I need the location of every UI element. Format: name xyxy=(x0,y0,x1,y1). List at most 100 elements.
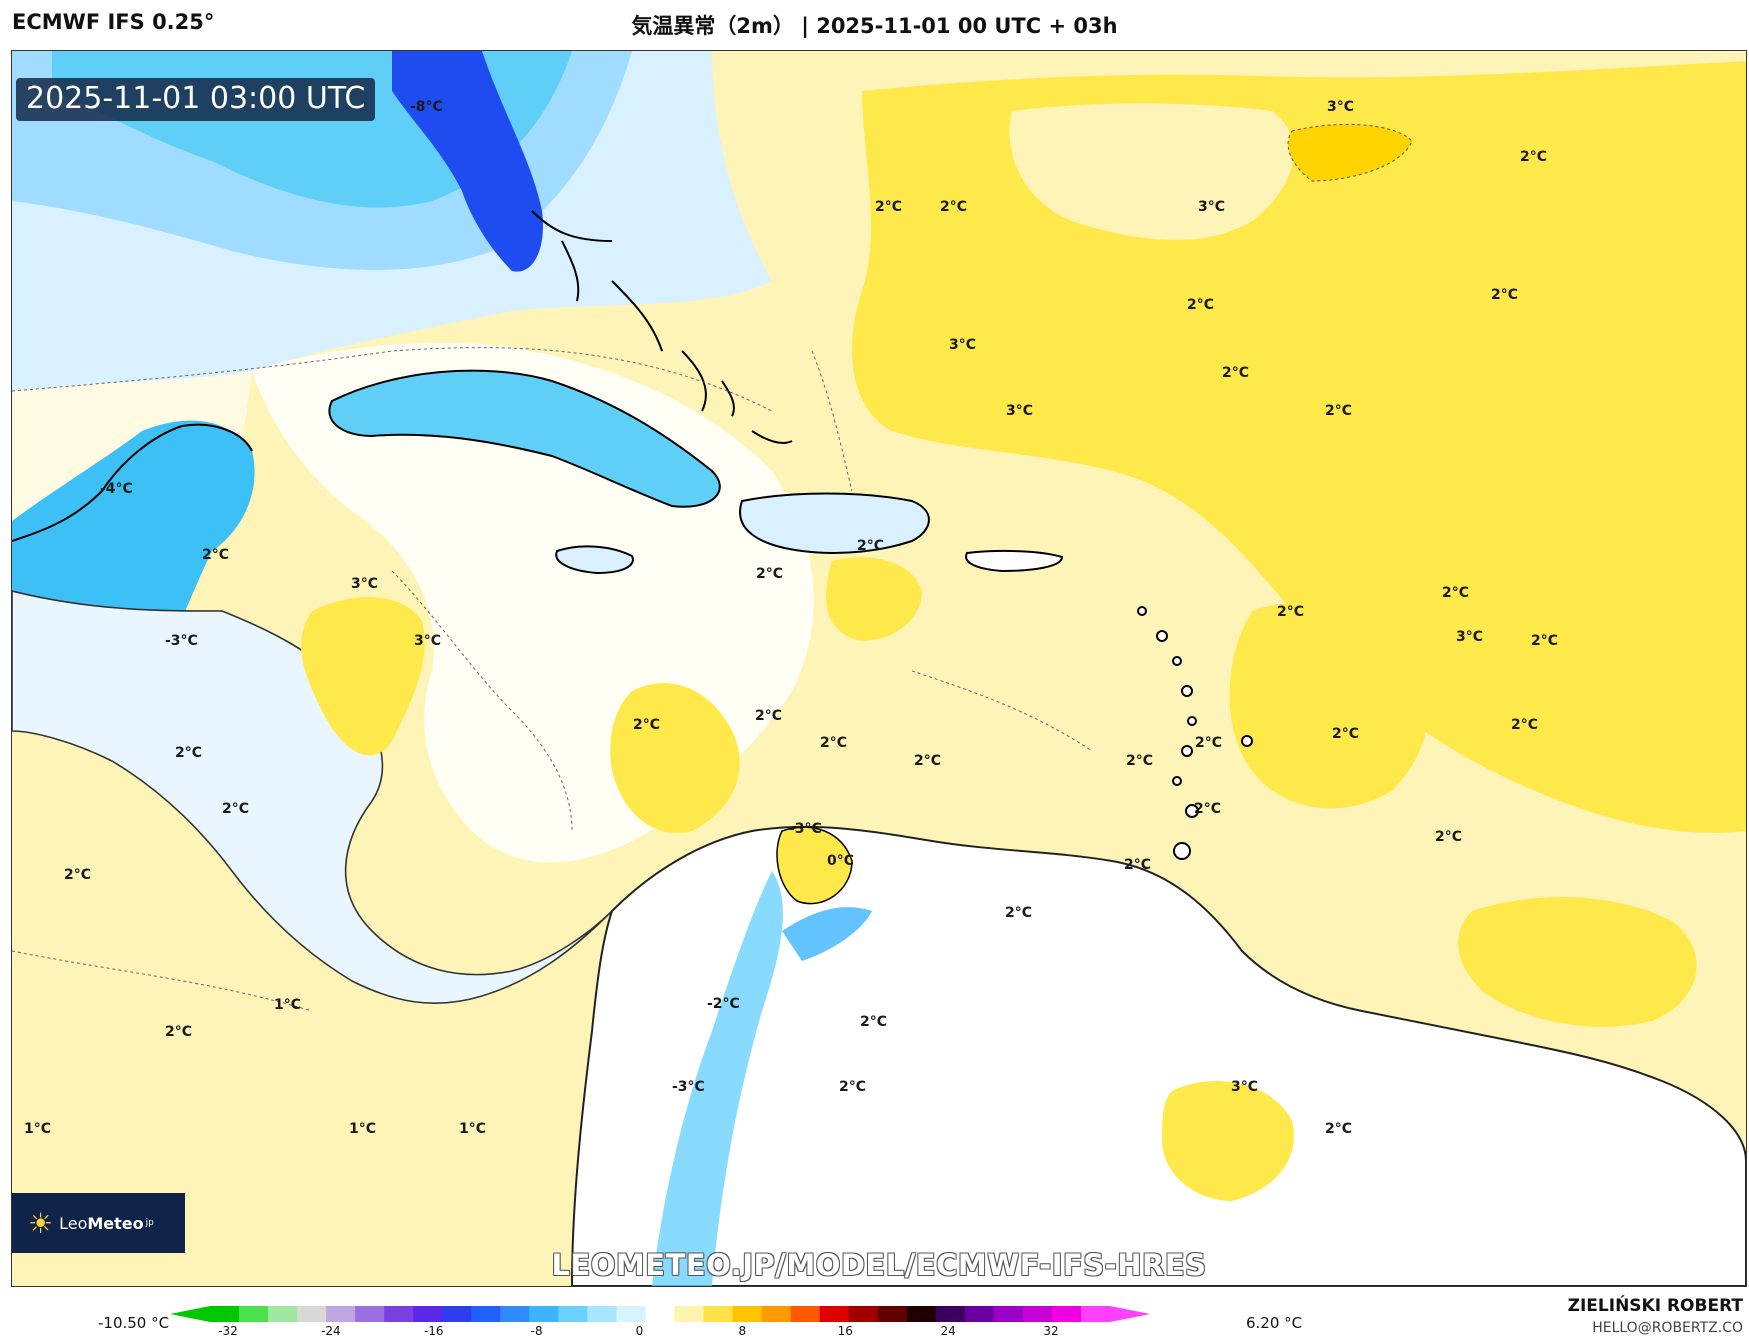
warm-core-3c xyxy=(1287,123,1413,182)
legend-color-cell xyxy=(529,1306,559,1322)
isotherm-label: 2°C xyxy=(202,547,230,563)
isotherm-label: 2°C xyxy=(860,1014,888,1030)
color-legend: -10.50 °C -32 -24 -16 -8 0 8 16 24 32 6.20 °C ZI… xyxy=(0,1290,1749,1338)
isotherm-label: 2°C xyxy=(756,566,784,582)
legend-color-cell xyxy=(558,1306,588,1322)
isotherm-label: 1°C xyxy=(459,1121,487,1137)
legend-min-arrow xyxy=(170,1306,210,1322)
leometeo-logo[interactable]: ☀ Leo Meteo jp xyxy=(12,1193,185,1253)
source-url[interactable]: LEOMETEO.JP/MODEL/ECMWF-IFS-HRES xyxy=(551,1248,1207,1282)
map-canvas xyxy=(12,51,1746,1286)
isotherm-label: -3°C xyxy=(165,633,198,649)
isotherm-label: 2°C xyxy=(1491,287,1519,303)
isotherm-label: -3°C xyxy=(789,821,822,837)
isotherm-label: 1°C xyxy=(349,1121,377,1137)
legend-color-cell xyxy=(471,1306,501,1322)
isotherm-label: 2°C xyxy=(1195,735,1223,751)
legend-color-cell xyxy=(645,1306,676,1322)
warm-region-guyana xyxy=(1162,1081,1294,1201)
legend-color-cell xyxy=(790,1306,821,1322)
legend-color-cell xyxy=(761,1306,792,1322)
isotherm-label: -8°C xyxy=(410,99,443,115)
isotherm-label: 2°C xyxy=(940,199,968,215)
legend-max-arrow xyxy=(1110,1306,1150,1322)
legend-color-cell xyxy=(500,1306,530,1322)
legend-color-cell xyxy=(906,1306,937,1322)
legend-tick-label: -24 xyxy=(321,1324,341,1338)
isotherm-label: 2°C xyxy=(64,867,92,883)
coastline-yucatan xyxy=(12,423,253,542)
legend-color-cell xyxy=(819,1306,850,1322)
isotherm-label: 2°C xyxy=(222,801,250,817)
isotherm-label: 2°C xyxy=(1124,857,1152,873)
legend-color-cell xyxy=(210,1306,240,1322)
isotherm-label: 2°C xyxy=(755,708,783,724)
islands-bahamas xyxy=(561,240,793,444)
isotherm-label: 2°C xyxy=(914,753,942,769)
isotherm-label: 1°C xyxy=(274,997,302,1013)
warm-region-atlantic xyxy=(852,61,1746,833)
sun-icon: ☀ xyxy=(28,1206,54,1240)
legend-color-cell xyxy=(442,1306,472,1322)
legend-color-cell xyxy=(848,1306,879,1322)
map-title: 気温異常（2m） | 2025-11-01 00 UTC + 03h xyxy=(631,14,1118,38)
island-puerto-rico xyxy=(965,549,1064,573)
isotherm-label: 2°C xyxy=(1277,604,1305,620)
warm-region-honduras-sea xyxy=(301,597,425,756)
valid-time-stamp: 2025-11-01 03:00 UTC xyxy=(16,78,376,121)
mild-region-atlantic xyxy=(1009,103,1294,240)
island-jamaica xyxy=(555,545,634,575)
isotherm-label: 3°C xyxy=(949,337,977,353)
legend-color-cell xyxy=(413,1306,443,1322)
island-cuba xyxy=(328,369,721,508)
warm-region-colombia-sea xyxy=(610,683,740,833)
isotherm-label: 2°C xyxy=(1325,403,1353,419)
isotherm-label: 2°C xyxy=(1531,633,1559,649)
isotherm-label: 0°C xyxy=(827,853,855,869)
coastline-florida xyxy=(531,210,613,242)
anomaly-map[interactable]: 2025-11-01 03:00 UTC -8°C 3°C 2°C 2°C 2°C 3°C… xyxy=(11,50,1747,1287)
cold-region-andes xyxy=(652,871,783,1286)
warm-region-guajira xyxy=(776,826,853,905)
legend-color-cell xyxy=(297,1306,327,1322)
legend-tick-label: 32 xyxy=(1043,1324,1059,1338)
isotherm-label: 2°C xyxy=(875,199,903,215)
legend-color-cell xyxy=(355,1306,385,1322)
legend-color-cell xyxy=(1051,1306,1082,1322)
isotherm-label: 2°C xyxy=(1194,801,1222,817)
isotherm-label: 2°C xyxy=(1187,297,1215,313)
legend-color-cell xyxy=(326,1306,356,1322)
isotherm-label: 2°C xyxy=(175,745,203,761)
legend-color-cell xyxy=(1080,1306,1111,1322)
isotherm-label: 2°C xyxy=(1435,829,1463,845)
isotherm-label: 2°C xyxy=(1325,1121,1353,1137)
legend-min-value: -10.50 °C xyxy=(98,1314,170,1332)
isotherm-label: 3°C xyxy=(414,633,442,649)
legend-color-cell xyxy=(1022,1306,1053,1322)
isotherm-label: 2°C xyxy=(857,538,885,554)
isotherm-label: 2°C xyxy=(1332,726,1360,742)
legend-max-value: 6.20 °C xyxy=(1246,1314,1303,1332)
isotherm-label: 3°C xyxy=(1327,99,1355,115)
cold-region-florida xyxy=(392,51,543,272)
legend-tick-label: 8 xyxy=(738,1324,747,1338)
legend-color-cell xyxy=(587,1306,617,1322)
legend-tick-label: 24 xyxy=(940,1324,956,1338)
cold-region-merida xyxy=(782,907,872,961)
land-south-america xyxy=(570,825,1746,1286)
islands-lesser-antilles xyxy=(1137,606,1253,860)
legend-color-cell xyxy=(239,1306,269,1322)
isotherm-lines xyxy=(12,347,1093,1012)
isotherm-label: -2°C xyxy=(707,996,740,1012)
legend-tick-label: -8 xyxy=(530,1324,543,1338)
legend-colorbar xyxy=(170,1306,1150,1322)
legend-color-cells xyxy=(170,1306,1150,1322)
legend-color-cell xyxy=(268,1306,298,1322)
isotherm-label: 3°C xyxy=(1231,1079,1259,1095)
author-email[interactable]: HELLO@ROBERTZ.CO xyxy=(1592,1320,1743,1336)
legend-color-cell xyxy=(616,1306,646,1322)
legend-color-cell xyxy=(732,1306,763,1322)
isotherm-label: -4°C xyxy=(100,481,133,497)
model-name: ECMWF IFS 0.25° xyxy=(12,10,215,34)
legend-color-cell xyxy=(935,1306,966,1322)
